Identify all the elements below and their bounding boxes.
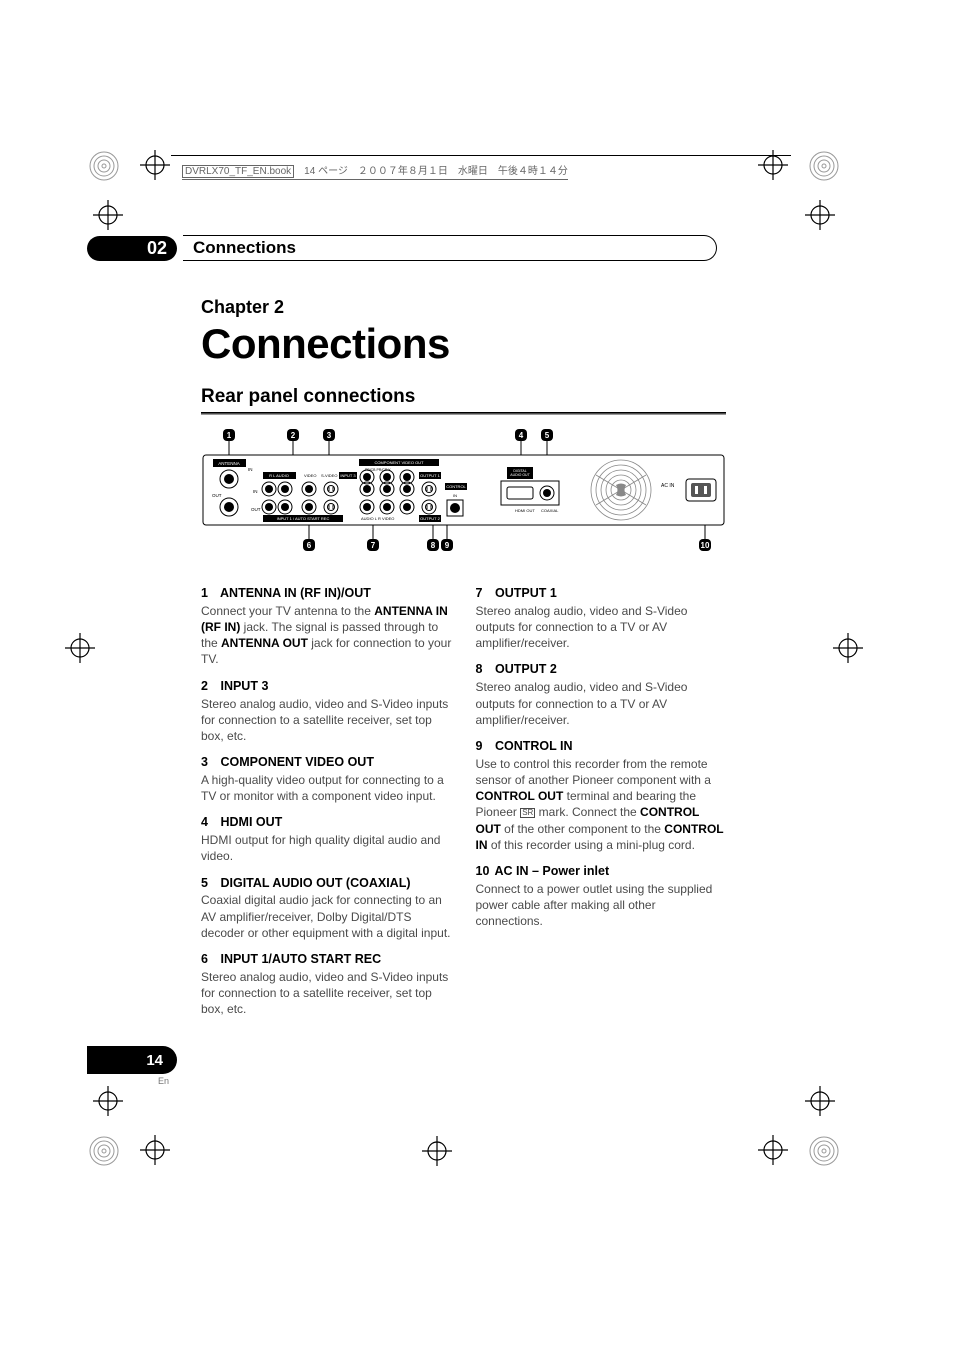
svg-text:3: 3 bbox=[327, 431, 332, 440]
regmark-spiral-bl bbox=[88, 1135, 120, 1167]
item-body: Stereo analog audio, video and S-Video i… bbox=[201, 696, 452, 745]
svg-text:9: 9 bbox=[445, 541, 450, 550]
content-columns: 1 ANTENNA IN (RF IN)/OUT Connect your TV… bbox=[201, 585, 726, 1027]
item-title: 10 AC IN – Power inlet bbox=[476, 863, 727, 880]
chapter-title: Connections bbox=[201, 320, 727, 368]
svg-text:AC IN: AC IN bbox=[661, 483, 675, 489]
header-file-box: DVRLX70_TF_EN.book bbox=[182, 165, 294, 178]
regmark-cross-br bbox=[758, 1135, 788, 1165]
svg-text:4: 4 bbox=[519, 431, 524, 440]
item-10: 10 AC IN – Power inlet Connect to a powe… bbox=[476, 863, 727, 929]
item-body: HDMI output for high quality digital aud… bbox=[201, 832, 452, 864]
item-body: Use to control this recorder from the re… bbox=[476, 756, 727, 853]
item-title: 3 COMPONENT VIDEO OUT bbox=[201, 754, 452, 771]
item-1: 1 ANTENNA IN (RF IN)/OUT Connect your TV… bbox=[201, 585, 452, 668]
lbl-antenna: ANTENNA bbox=[218, 461, 240, 466]
item-body: A high-quality video output for connecti… bbox=[201, 772, 452, 804]
svg-text:2: 2 bbox=[291, 431, 296, 440]
svg-text:COMPONENT VIDEO OUT: COMPONENT VIDEO OUT bbox=[374, 460, 424, 465]
svg-text:INPUT 1 / AUTO START REC: INPUT 1 / AUTO START REC bbox=[277, 516, 330, 521]
svg-text:IN: IN bbox=[253, 489, 258, 494]
svg-text:OUT: OUT bbox=[251, 507, 261, 512]
svg-text:OUT: OUT bbox=[212, 493, 222, 498]
regmark-spiral-tl bbox=[88, 150, 120, 182]
item-8: 8 OUTPUT 2 Stereo analog audio, video an… bbox=[476, 661, 727, 727]
svg-text:COAXIAL: COAXIAL bbox=[541, 508, 559, 513]
svg-text:8: 8 bbox=[431, 541, 436, 550]
item-title: 5 DIGITAL AUDIO OUT (COAXIAL) bbox=[201, 875, 452, 892]
regmark-cross-mr bbox=[833, 633, 863, 663]
page-lang: En bbox=[158, 1076, 169, 1086]
item-7: 7 OUTPUT 1 Stereo analog audio, video an… bbox=[476, 585, 727, 651]
header-rule bbox=[171, 155, 791, 156]
item-title: 2 INPUT 3 bbox=[201, 678, 452, 695]
svg-text:AUDIO L R VIDEO: AUDIO L R VIDEO bbox=[361, 516, 394, 521]
svg-text:HDMI OUT: HDMI OUT bbox=[515, 508, 535, 513]
regmark-cross-tl2 bbox=[93, 200, 123, 230]
item-9: 9 CONTROL IN Use to control this recorde… bbox=[476, 738, 727, 853]
svg-text:5: 5 bbox=[545, 431, 550, 440]
chapter-pre: Chapter 2 bbox=[201, 297, 727, 318]
svg-text:1: 1 bbox=[227, 431, 232, 440]
chapter-tab: 02 Connections bbox=[87, 235, 727, 261]
column-right: 7 OUTPUT 1 Stereo analog audio, video an… bbox=[476, 585, 727, 1027]
item-6: 6 INPUT 1/AUTO START REC Stereo analog a… bbox=[201, 951, 452, 1017]
item-5: 5 DIGITAL AUDIO OUT (COAXIAL) Coaxial di… bbox=[201, 875, 452, 941]
svg-text:R L AUDIO: R L AUDIO bbox=[269, 473, 289, 478]
item-body: Stereo analog audio, video and S-Video o… bbox=[476, 679, 727, 728]
header-filename: DVRLX70_TF_EN.book 14 ページ ２００７年８月１日 水曜日 … bbox=[182, 162, 568, 180]
svg-text:7: 7 bbox=[371, 541, 376, 550]
svg-text:OUTPUT 1: OUTPUT 1 bbox=[420, 473, 440, 478]
item-body: Coaxial digital audio jack for connectin… bbox=[201, 892, 452, 941]
item-4: 4 HDMI OUT HDMI output for high quality … bbox=[201, 814, 452, 864]
svg-text:S-VIDEO: S-VIDEO bbox=[321, 473, 337, 478]
column-left: 1 ANTENNA IN (RF IN)/OUT Connect your TV… bbox=[201, 585, 452, 1027]
item-title: 9 CONTROL IN bbox=[476, 738, 727, 755]
item-title: 4 HDMI OUT bbox=[201, 814, 452, 831]
svg-text:AUDIO OUT: AUDIO OUT bbox=[510, 473, 530, 477]
svg-text:IN: IN bbox=[453, 493, 457, 498]
regmark-cross-bl2 bbox=[93, 1086, 123, 1116]
svg-text:10: 10 bbox=[701, 541, 710, 550]
item-title: 6 INPUT 1/AUTO START REC bbox=[201, 951, 452, 968]
regmark-cross-tl bbox=[140, 150, 170, 180]
item-body: Stereo analog audio, video and S-Video o… bbox=[476, 603, 727, 652]
svg-text:VIDEO: VIDEO bbox=[304, 473, 316, 478]
item-body: Connect your TV antenna to the ANTENNA I… bbox=[201, 603, 452, 668]
item-3: 3 COMPONENT VIDEO OUT A high-quality vid… bbox=[201, 754, 452, 804]
regmark-cross-br2 bbox=[805, 1086, 835, 1116]
section-rule bbox=[201, 412, 726, 415]
tab-number: 02 bbox=[87, 236, 177, 261]
section-title: Rear panel connections bbox=[201, 386, 727, 408]
tab-label: Connections bbox=[183, 235, 717, 261]
svg-text:CONTROL: CONTROL bbox=[446, 484, 466, 489]
regmark-cross-bl bbox=[140, 1135, 170, 1165]
header-rest: 14 ページ ２００７年８月１日 水曜日 午後４時１４分 bbox=[294, 166, 568, 177]
item-title: 1 ANTENNA IN (RF IN)/OUT bbox=[201, 585, 452, 602]
regmark-cross-bc bbox=[422, 1136, 452, 1166]
regmark-cross-tr2 bbox=[805, 200, 835, 230]
regmark-spiral-tr bbox=[808, 150, 840, 182]
item-body: Connect to a power outlet using the supp… bbox=[476, 881, 727, 930]
page-number: 14 bbox=[87, 1046, 177, 1074]
item-title: 8 OUTPUT 2 bbox=[476, 661, 727, 678]
svg-text:6: 6 bbox=[307, 541, 312, 550]
lbl-in: IN bbox=[248, 467, 253, 472]
item-body: Stereo analog audio, video and S-Video i… bbox=[201, 969, 452, 1018]
item-title: 7 OUTPUT 1 bbox=[476, 585, 727, 602]
svg-text:OUTPUT 2: OUTPUT 2 bbox=[420, 516, 440, 521]
svg-text:INPUT 3: INPUT 3 bbox=[340, 473, 356, 478]
regmark-spiral-br bbox=[808, 1135, 840, 1167]
rear-panel-diagram: ANTENNA IN OUT R L AUDIO VIDEO S-VIDEO I… bbox=[201, 427, 727, 567]
item-2: 2 INPUT 3 Stereo analog audio, video and… bbox=[201, 678, 452, 744]
